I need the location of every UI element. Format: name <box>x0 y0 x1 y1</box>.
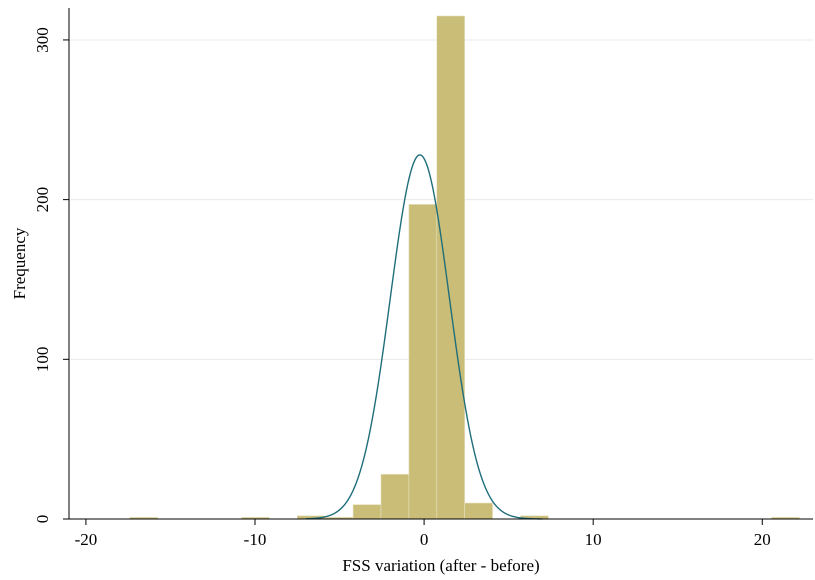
y-axis-label: Frequency <box>10 227 29 299</box>
histogram-bar-8 <box>464 502 493 520</box>
histogram-bar-4 <box>352 504 382 520</box>
histogram-bars <box>129 15 800 520</box>
y-axis-ticks: 0 100 200 300 <box>33 27 69 523</box>
x-tick-label--10: -10 <box>244 530 267 549</box>
y-tick-label-200: 200 <box>33 187 52 213</box>
x-tick-label-0: 0 <box>420 530 429 549</box>
histogram-bar-7 <box>436 15 465 520</box>
x-axis-label: FSS variation (after - before) <box>342 556 539 575</box>
x-tick-label-20: 20 <box>754 530 771 549</box>
normal-density-curve <box>305 154 543 520</box>
y-tick-label-300: 300 <box>33 27 52 53</box>
y-tick-label-100: 100 <box>33 347 52 373</box>
histogram-bar-5 <box>380 473 410 520</box>
x-tick-label--20: -20 <box>75 530 98 549</box>
x-axis-ticks: -20 -10 0 10 20 <box>75 519 771 549</box>
histogram-bar-6 <box>408 204 438 520</box>
y-tick-label-0: 0 <box>33 515 52 524</box>
x-tick-label-10: 10 <box>585 530 602 549</box>
